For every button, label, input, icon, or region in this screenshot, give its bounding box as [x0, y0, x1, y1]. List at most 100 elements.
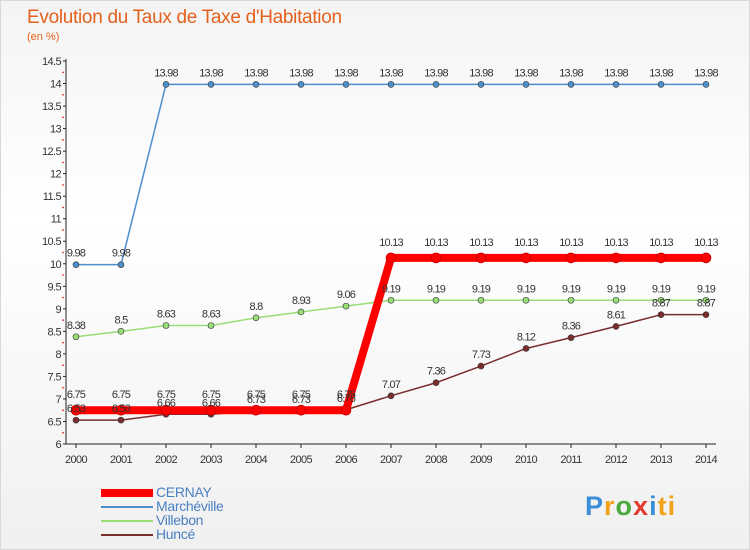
data-label: 8.61 — [607, 309, 626, 321]
legend-swatch — [101, 506, 153, 508]
series-lines — [70, 81, 712, 424]
data-label: 9.19 — [652, 283, 671, 295]
series-0-point — [475, 252, 487, 264]
data-label: 10.13 — [379, 237, 403, 249]
y-tick-label: 10 — [50, 259, 62, 271]
proxiti-logo: Proxiti — [585, 491, 676, 522]
series-1-point — [72, 261, 80, 268]
y-tick-label: 6 — [55, 439, 61, 451]
series-3-point — [567, 334, 575, 341]
y-tick-label: 8.5 — [48, 326, 62, 338]
y-tick-label: 12 — [50, 169, 62, 181]
x-tick-label: 2014 — [695, 454, 718, 466]
x-tick-label: 2008 — [425, 454, 448, 466]
series-1-point — [342, 81, 350, 88]
logo-letter: r — [604, 491, 616, 521]
y-tick-label: 11 — [51, 214, 62, 226]
y-tick-label: 9.5 — [48, 281, 62, 293]
y-tick-label: 8 — [55, 349, 61, 361]
y-tick-label: 14.5 — [42, 56, 61, 68]
data-label: 9.19 — [697, 283, 716, 295]
series-2-point — [162, 322, 170, 329]
x-tick-label: 2011 — [560, 454, 582, 466]
data-label: 9.19 — [607, 283, 626, 295]
data-label: 8.5 — [115, 314, 129, 326]
data-label: 9.19 — [562, 283, 581, 295]
y-minor-tick — [62, 229, 64, 231]
y-minor-tick — [62, 251, 64, 254]
data-label: 7.36 — [427, 366, 446, 378]
series-0-point — [70, 404, 82, 416]
legend-label: Marchéville — [156, 498, 224, 514]
data-label: 10.13 — [604, 237, 628, 249]
series-3-point — [387, 392, 395, 400]
series-2-point — [522, 296, 530, 304]
y-minor-tick — [62, 116, 64, 119]
series-2-point — [297, 308, 305, 316]
y-minor-tick — [62, 364, 64, 366]
data-label: 6.75 — [247, 389, 266, 401]
y-tick-label: 13 — [50, 124, 62, 136]
x-tick-label: 2002 — [155, 454, 178, 466]
series-1-point — [117, 261, 125, 268]
data-label: 9.19 — [382, 283, 401, 295]
y-minor-tick — [62, 386, 64, 389]
x-tick-label: 2003 — [200, 454, 223, 466]
series-3-point — [612, 323, 620, 330]
series-0-point — [430, 252, 442, 264]
series-1-point — [162, 81, 170, 88]
series-2-point — [72, 333, 80, 341]
x-tick-label: 2013 — [650, 454, 673, 466]
series-0-point — [340, 404, 352, 416]
data-label: 6.75 — [337, 389, 356, 401]
y-tick-label: 6.5 — [48, 416, 62, 428]
data-label: 9.19 — [517, 283, 536, 295]
data-label: 9.98 — [112, 248, 131, 260]
x-tick-label: 2007 — [380, 454, 403, 466]
series-0-point — [250, 404, 262, 416]
legend-swatch — [101, 489, 153, 497]
series-1-point — [657, 81, 665, 88]
x-tick-label: 2004 — [245, 454, 268, 466]
data-label: 13.98 — [694, 67, 718, 79]
y-minor-tick — [62, 296, 64, 299]
series-3-point — [702, 311, 710, 318]
data-label: 6.75 — [292, 389, 311, 401]
y-minor-tick — [62, 206, 64, 209]
y-minor-tick — [62, 431, 64, 434]
data-label: 8.63 — [202, 308, 221, 320]
legend-label: Villebon — [156, 512, 204, 528]
data-label: 13.98 — [604, 67, 628, 79]
series-0-point — [520, 252, 532, 264]
data-label: 13.98 — [289, 67, 313, 79]
data-label: 9.19 — [472, 283, 491, 295]
data-label: 13.98 — [424, 67, 448, 79]
series-0-point — [565, 252, 577, 264]
data-label: 13.98 — [469, 67, 493, 79]
data-label: 10.13 — [694, 237, 718, 249]
y-tick-label: 12.5 — [42, 146, 61, 158]
logo-letter: i — [649, 491, 658, 521]
data-label: 10.13 — [424, 237, 448, 249]
legend-label: Huncé — [156, 526, 195, 542]
x-tick-label: 2001 — [110, 454, 133, 466]
data-label: 13.98 — [244, 67, 268, 79]
series-0-point — [160, 404, 172, 416]
logo-letter: x — [633, 491, 650, 521]
x-tick-label: 2005 — [290, 454, 313, 466]
y-tick-label: 13.5 — [42, 101, 61, 113]
data-label: 8.8 — [250, 301, 264, 313]
logo-letter: P — [585, 491, 605, 521]
data-label: 7.73 — [472, 349, 491, 361]
y-minor-tick — [62, 341, 64, 344]
series-3-point — [432, 379, 440, 387]
series-1-point — [567, 81, 575, 88]
series-2-point — [207, 322, 215, 329]
data-label: 10.13 — [469, 237, 493, 249]
data-label: 13.98 — [514, 67, 538, 79]
series-0-point — [655, 252, 667, 264]
data-label: 8.12 — [517, 331, 536, 343]
data-label: 13.98 — [379, 67, 403, 79]
y-minor-tick — [62, 409, 64, 412]
